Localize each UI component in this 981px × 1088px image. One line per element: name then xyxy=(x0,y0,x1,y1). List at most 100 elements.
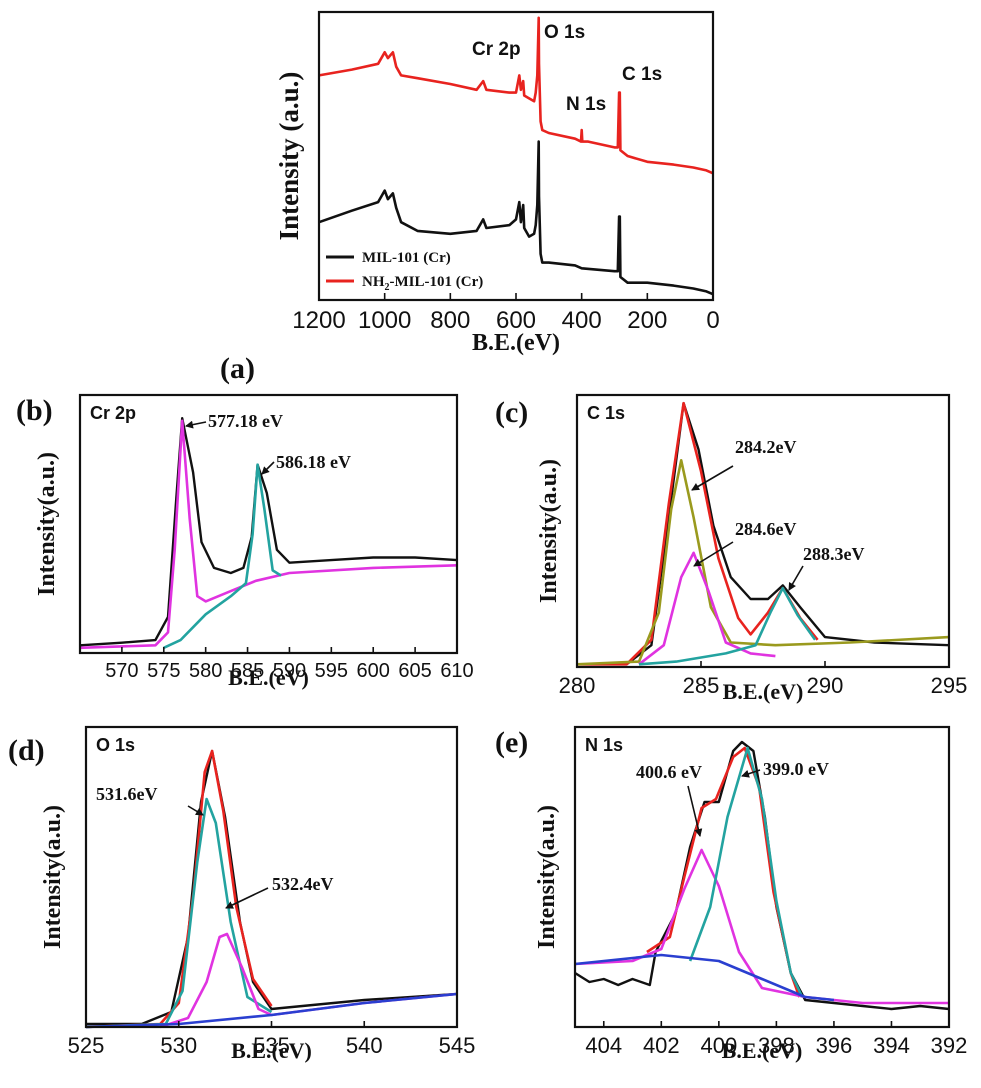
annotation-arrow-d-0 xyxy=(187,805,204,816)
annotation-c-2: 288.3eV xyxy=(803,544,865,564)
panel-a: 1200 1000 800 600 400 200 0 B.E.(eV) Intensity (… xyxy=(220,10,720,385)
annotation-arrow-e-0 xyxy=(687,785,703,837)
plot-frame-b xyxy=(78,393,459,655)
annotation-arrow-e-1 xyxy=(741,769,761,778)
x-tick-label-a-5: 200 xyxy=(627,307,667,334)
annotation-arrow-b-1 xyxy=(261,461,275,475)
x-tick-label-d-4: 545 xyxy=(439,1033,476,1058)
series-line-d-2 xyxy=(85,797,273,1029)
series-line-e-3 xyxy=(688,746,804,998)
x-tick-label-e-4: 396 xyxy=(816,1033,853,1058)
x-tick-label-a-2: 800 xyxy=(430,307,470,334)
x-tick-label-e-2: 400 xyxy=(700,1033,737,1058)
x-tick-label-b-3: 585 xyxy=(231,660,264,682)
annotation-arrow-d-1 xyxy=(225,887,269,909)
x-tick-label-d-0: 525 xyxy=(68,1033,105,1058)
x-tick-label-b-6: 600 xyxy=(357,660,390,682)
annotation-arrow-c-0 xyxy=(691,465,734,491)
series-line-b-1 xyxy=(79,419,458,650)
x-tick-label-e-5: 394 xyxy=(873,1033,910,1058)
annotation-a-1: O 1s xyxy=(544,22,585,43)
annotation-arrow-c-2 xyxy=(788,565,804,591)
legend-label-0: MIL-101 (Cr) xyxy=(362,250,451,266)
annotation-b-0: 577.18 eV xyxy=(208,411,283,431)
x-tick-label-a-6: 0 xyxy=(706,307,719,334)
annotation-d-1: 532.4eV xyxy=(272,874,334,894)
x-tick-label-e-3: 398 xyxy=(758,1033,795,1058)
x-axis-label-a: B.E.(eV) xyxy=(472,330,560,356)
inset-title-b: Cr 2p xyxy=(90,403,136,423)
x-tick-label-b-4: 590 xyxy=(273,660,306,682)
x-tick-label-d-3: 540 xyxy=(346,1033,383,1058)
x-tick-label-a-1: 1000 xyxy=(358,307,411,334)
series-line-d-1 xyxy=(85,749,273,1029)
panel-label-d: (d) xyxy=(8,734,45,767)
series-line-e-4 xyxy=(574,953,835,1002)
x-axis-label-e: B.E.(eV) xyxy=(722,1038,803,1063)
x-tick-label-b-0: 570 xyxy=(105,660,138,682)
legend-label-1: NH2-MIL-101 (Cr) xyxy=(362,274,483,293)
x-tick-label-b-2: 580 xyxy=(189,660,222,682)
series-line-a-1 xyxy=(318,140,714,296)
panel-d: 525 530 535 540 545 B.E.(eV) Intensity(a.u.) (d… xyxy=(8,725,476,1063)
x-tick-label-b-1: 575 xyxy=(147,660,180,682)
legend-label-sub: 2 xyxy=(385,282,390,293)
annotation-a-2: N 1s xyxy=(566,94,606,115)
annotation-c-0: 284.2eV xyxy=(735,437,797,457)
plot-frame-e xyxy=(573,725,951,1029)
series-line-c-2 xyxy=(576,459,950,666)
x-tick-label-b-7: 605 xyxy=(398,660,431,682)
annotation-a-0: Cr 2p xyxy=(472,39,521,60)
series-line-c-3 xyxy=(638,551,776,666)
x-tick-label-a-0: 1200 xyxy=(292,307,345,334)
x-axis-label-d: B.E.(eV) xyxy=(231,1038,312,1063)
x-tick-label-a-3: 600 xyxy=(496,307,536,334)
x-tick-label-e-0: 404 xyxy=(585,1033,622,1058)
series-line-e-0 xyxy=(574,740,950,1011)
x-tick-label-d-2: 535 xyxy=(253,1033,290,1058)
series-line-b-0 xyxy=(79,417,458,647)
annotation-e-0: 400.6 eV xyxy=(636,762,702,782)
panel-label-e: (e) xyxy=(495,726,528,759)
panel-c: 280 285 290 295 B.E.(eV) Intensity(a.u.) (c) C … xyxy=(495,393,968,704)
x-tick-label-e-1: 402 xyxy=(643,1033,680,1058)
series-line-d-3 xyxy=(159,932,458,1029)
y-axis-label-b: Intensity(a.u.) xyxy=(34,452,60,596)
y-axis-label-e: Intensity(a.u.) xyxy=(534,805,560,949)
series-line-d-4 xyxy=(85,992,458,1029)
x-axis-label-b: B.E.(eV) xyxy=(228,665,309,690)
panel-label-b: (b) xyxy=(16,394,53,427)
annotation-c-1: 284.6eV xyxy=(735,519,797,539)
annotation-e-1: 399.0 eV xyxy=(763,759,829,779)
x-tick-label-a-4: 400 xyxy=(562,307,602,334)
annotation-b-1: 586.18 eV xyxy=(276,452,351,472)
series-line-c-4 xyxy=(638,586,817,666)
panel-label-c: (c) xyxy=(495,396,528,429)
annotation-arrow-b-0 xyxy=(185,420,207,429)
inset-title-c: C 1s xyxy=(587,403,625,423)
panel-label-a: (a) xyxy=(220,352,255,385)
annotation-a-3: C 1s xyxy=(622,64,662,85)
inset-title-d: O 1s xyxy=(96,735,135,755)
panel-b: 570 575 580 585 590 595 600 605 610 B.E.(eV) Inten… xyxy=(16,393,474,690)
x-axis-label-c: B.E.(eV) xyxy=(723,679,804,704)
series-line-a-0 xyxy=(318,16,714,175)
x-tick-label-b-5: 595 xyxy=(315,660,348,682)
inset-title-e: N 1s xyxy=(585,735,623,755)
x-tick-label-c-1: 285 xyxy=(683,673,720,698)
annotation-d-0: 531.6eV xyxy=(96,784,158,804)
plot-frame-c xyxy=(575,393,951,669)
legend-label-rest: -MIL-101 (Cr) xyxy=(390,274,484,290)
x-tick-label-c-2: 290 xyxy=(807,673,844,698)
legend-label-main: NH xyxy=(362,274,385,290)
y-axis-label-a: Intensity (a.u.) xyxy=(274,72,304,241)
panel-e: 404 402 400 398 396 394 392 B.E.(eV) Intensity(a… xyxy=(495,725,968,1063)
annotation-arrow-c-1 xyxy=(693,541,734,567)
x-tick-label-e-6: 392 xyxy=(931,1033,968,1058)
x-tick-label-c-3: 295 xyxy=(931,673,968,698)
x-tick-label-d-1: 530 xyxy=(160,1033,197,1058)
x-tick-label-c-0: 280 xyxy=(559,673,596,698)
series-line-b-2 xyxy=(163,463,282,649)
x-tick-label-b-8: 610 xyxy=(440,660,473,682)
y-axis-label-c: Intensity(a.u.) xyxy=(536,459,562,603)
